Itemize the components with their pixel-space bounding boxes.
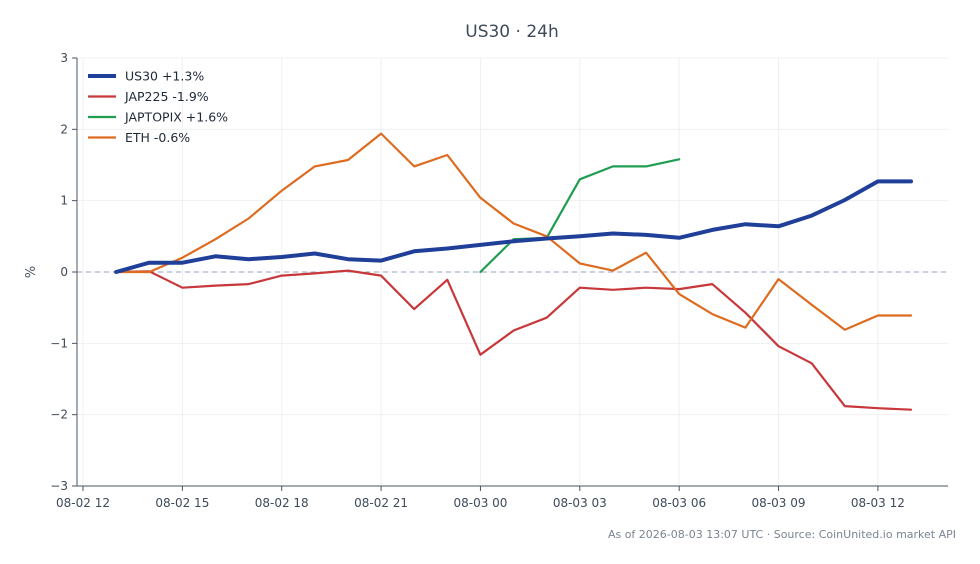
- x-tick-label: 08-02 12: [56, 496, 110, 510]
- y-tick-label: −2: [50, 408, 68, 422]
- x-tick-label: 08-03 09: [752, 496, 806, 510]
- y-tick-label: 2: [60, 122, 68, 136]
- legend-label: JAP225 -1.9%: [124, 89, 209, 104]
- x-tick-label: 08-03 03: [553, 496, 607, 510]
- x-tick-label: 08-02 18: [255, 496, 309, 510]
- x-tick-label: 08-03 12: [851, 496, 905, 510]
- x-tick-label: 08-02 15: [155, 496, 209, 510]
- x-tick-label: 08-03 06: [652, 496, 706, 510]
- legend-label: ETH -0.6%: [125, 130, 190, 145]
- footer-source-note: As of 2026-08-03 13:07 UTC · Source: Coi…: [608, 528, 956, 541]
- x-tick-label: 08-02 21: [354, 496, 408, 510]
- y-tick-labels: 3 2 1 0 −1 −2 −3: [50, 51, 68, 493]
- y-tick-label: 3: [60, 51, 68, 65]
- legend: US30 +1.3% JAP225 -1.9% JAPTOPIX +1.6% ETH …: [88, 69, 228, 145]
- series-lines: [114, 132, 913, 411]
- series-line: [114, 132, 913, 331]
- axes: [72, 57, 948, 491]
- grid-lines: [77, 57, 948, 487]
- x-tick-labels: 08-02 12 08-02 15 08-02 18 08-02 21 08-03 00…: [56, 496, 905, 510]
- x-tick-label: 08-03 00: [453, 496, 507, 510]
- y-tick-label: −1: [50, 336, 68, 350]
- y-tick-label: 1: [60, 194, 68, 208]
- series-line: [114, 179, 913, 274]
- y-tick-label: 0: [60, 265, 68, 279]
- y-tick-label: −3: [50, 479, 68, 493]
- series-line: [114, 269, 913, 411]
- chart-title: US30 · 24h: [465, 22, 558, 42]
- y-axis-label: %: [24, 266, 39, 278]
- legend-label: JAPTOPIX +1.6%: [124, 110, 228, 125]
- legend-label: US30 +1.3%: [125, 69, 204, 84]
- series-line: [479, 158, 681, 274]
